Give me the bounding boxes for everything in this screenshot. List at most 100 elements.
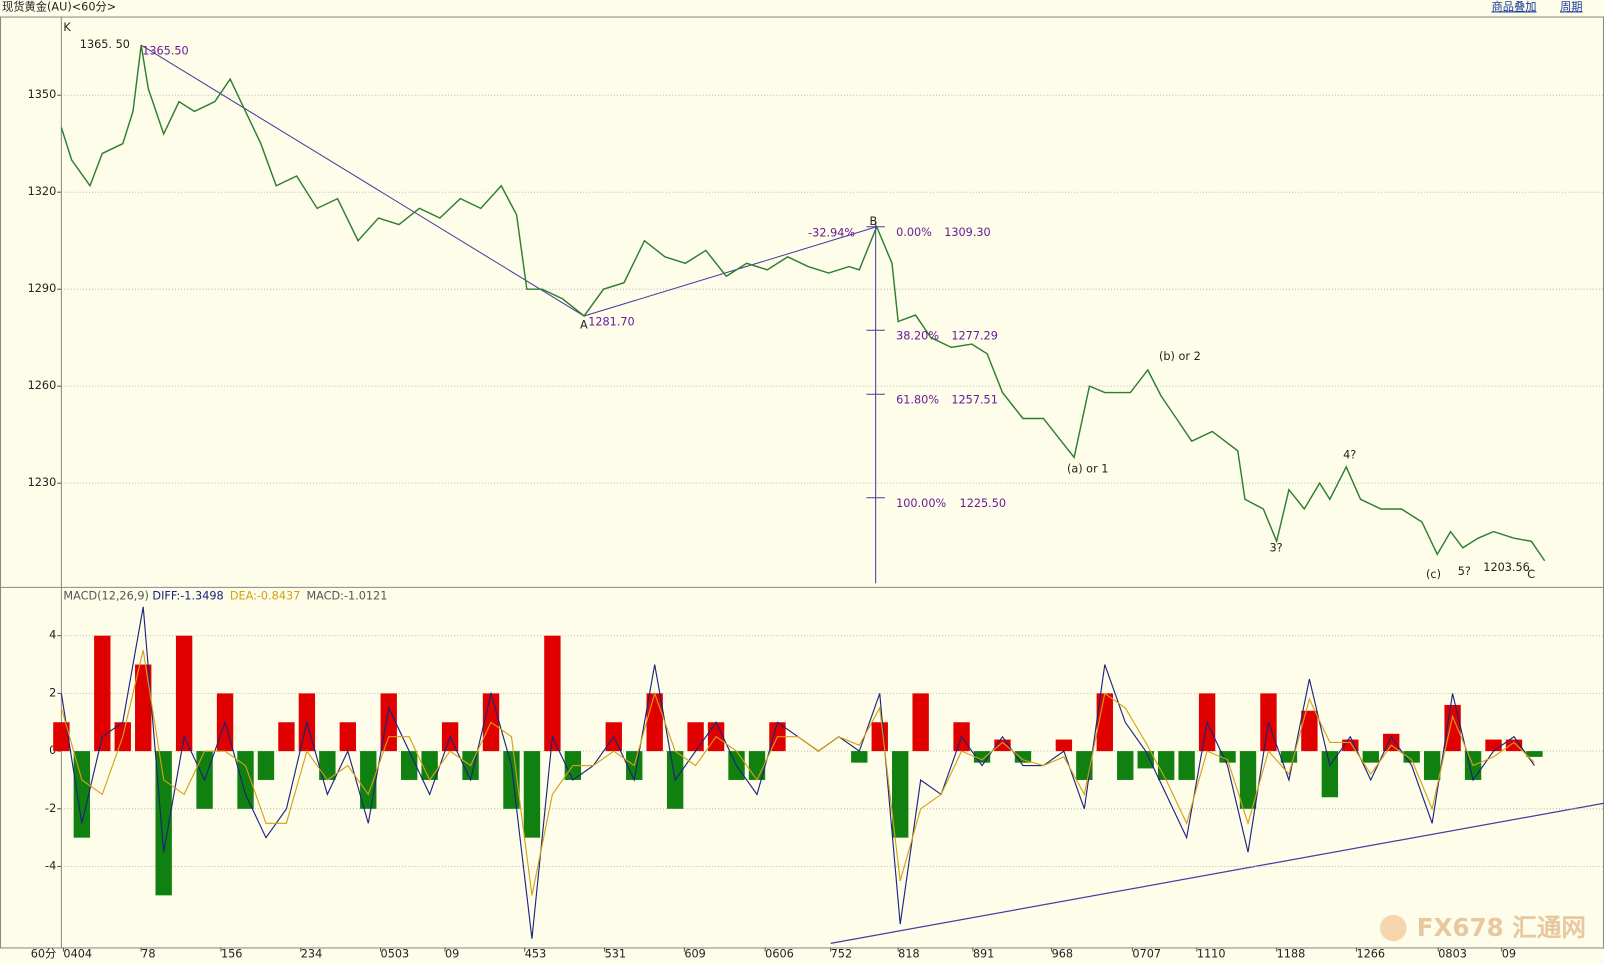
histogram-bar bbox=[1403, 751, 1420, 763]
annotation: -32.94% bbox=[808, 226, 855, 239]
fib-level: 0.00% bbox=[896, 226, 932, 239]
histogram-bar bbox=[1178, 751, 1195, 780]
watermark-logo bbox=[1379, 914, 1407, 942]
annotation: B bbox=[870, 215, 878, 228]
histogram-bar bbox=[1157, 751, 1175, 780]
histogram-bar bbox=[135, 664, 152, 752]
histogram-bar bbox=[892, 751, 909, 838]
period-link[interactable]: 周期 bbox=[1560, 0, 1583, 13]
histogram-bar bbox=[1526, 751, 1543, 757]
histogram-bar bbox=[1423, 751, 1441, 780]
x-tick-label: 1188 bbox=[1277, 948, 1306, 961]
histogram-bar bbox=[912, 693, 929, 752]
histogram-bar bbox=[401, 751, 418, 780]
x-tick-label: 09 bbox=[1502, 948, 1516, 961]
y-tick-label: 1260 bbox=[28, 379, 57, 392]
y-tick-label: 0 bbox=[49, 744, 56, 757]
x-tick-label: 0503 bbox=[381, 948, 410, 961]
histogram-bar bbox=[1362, 751, 1379, 763]
x-tick-label: 531 bbox=[605, 948, 626, 961]
histogram-bar bbox=[175, 635, 193, 752]
histogram-bar bbox=[278, 722, 295, 752]
fib-value: 1277.29 bbox=[951, 329, 998, 342]
x-tick-label: 0404 bbox=[63, 948, 92, 961]
histogram-bar bbox=[748, 751, 766, 780]
histogram-bar bbox=[155, 751, 172, 896]
y-tick-label: 1320 bbox=[28, 185, 57, 198]
annotation: 1365.50 bbox=[142, 44, 189, 57]
histogram-bar bbox=[1280, 751, 1298, 763]
histogram-bar bbox=[851, 751, 868, 763]
x-tick-label: 0606 bbox=[765, 948, 794, 961]
histogram-bar bbox=[1239, 751, 1257, 809]
annotation: 1281.70 bbox=[588, 315, 635, 328]
panel-label: K bbox=[63, 21, 71, 34]
x-tick-label: 1110 bbox=[1197, 948, 1226, 961]
annotation: (a) or 1 bbox=[1067, 463, 1109, 476]
fib-level: 100.00% bbox=[896, 497, 946, 510]
trendline bbox=[583, 226, 877, 317]
histogram-bar bbox=[1014, 751, 1032, 763]
y-tick-label: 4 bbox=[49, 629, 56, 642]
annotation: (b) or 2 bbox=[1159, 350, 1201, 363]
histogram-bar bbox=[1096, 693, 1113, 752]
annotation: A bbox=[580, 318, 588, 331]
histogram-bar bbox=[1301, 710, 1318, 752]
indicator-label: MACD(12,26,9) bbox=[63, 590, 148, 603]
watermark: FX678 汇通网 bbox=[1417, 913, 1586, 942]
y-tick-label: -2 bbox=[45, 802, 56, 815]
y-tick-label: 1290 bbox=[28, 282, 57, 295]
histogram-bar bbox=[973, 751, 991, 763]
y-tick-label: -4 bbox=[45, 860, 56, 873]
annotation: 4? bbox=[1343, 448, 1356, 461]
x-tick-label: 78 bbox=[141, 948, 155, 961]
histogram-bar bbox=[544, 635, 561, 752]
x-tick-label: 0707 bbox=[1132, 948, 1161, 961]
y-tick-label: 1350 bbox=[28, 88, 57, 101]
x-tick-label: 968 bbox=[1052, 948, 1073, 961]
annotation: C bbox=[1527, 568, 1535, 581]
frame bbox=[0, 16, 1604, 949]
histogram-bar bbox=[1321, 751, 1339, 798]
fib-value: 1225.50 bbox=[960, 497, 1007, 510]
annotation: (c) bbox=[1426, 568, 1441, 581]
x-tick-label: 609 bbox=[684, 948, 705, 961]
histogram-bar bbox=[1485, 739, 1502, 752]
histogram-bar bbox=[339, 722, 356, 752]
histogram-bar bbox=[319, 751, 336, 780]
histogram-bar bbox=[94, 635, 111, 752]
x-tick-label: 156 bbox=[221, 948, 242, 961]
histogram-bar bbox=[1383, 733, 1400, 752]
macd-line bbox=[60, 650, 1535, 896]
x-tick-label: 818 bbox=[898, 948, 919, 961]
x-tick-label: 0803 bbox=[1438, 948, 1467, 961]
histogram-bar bbox=[1505, 739, 1523, 752]
period-label: 60分 bbox=[31, 948, 57, 961]
histogram-bar bbox=[1117, 751, 1134, 780]
histogram-bar bbox=[73, 751, 91, 838]
histogram-bar bbox=[257, 751, 275, 780]
annotation: 5? bbox=[1458, 565, 1471, 578]
x-tick-label: 1266 bbox=[1356, 948, 1385, 961]
legend-entry: MACD:-1.0121 bbox=[306, 590, 387, 603]
histogram-bar bbox=[360, 751, 377, 809]
x-tick-label: 453 bbox=[525, 948, 546, 961]
histogram-bar bbox=[687, 722, 704, 752]
chart-title: 现货黄金(AU)<60分> bbox=[2, 0, 116, 13]
y-tick-label: 1230 bbox=[28, 476, 57, 489]
fib-level: 38.20% bbox=[896, 329, 939, 342]
x-tick-label: 09 bbox=[445, 948, 459, 961]
overlay-link[interactable]: 商品叠加 bbox=[1491, 0, 1536, 13]
fib-value: 1309.30 bbox=[944, 226, 991, 239]
histogram-bar bbox=[646, 693, 663, 752]
histogram-bar bbox=[871, 722, 888, 752]
histogram-bar bbox=[994, 739, 1011, 752]
histogram-bar bbox=[523, 751, 541, 838]
legend-entry: DIFF:-1.3498 bbox=[152, 590, 223, 603]
histogram-bar bbox=[1219, 751, 1236, 763]
fib-value: 1257.51 bbox=[951, 393, 998, 406]
price-line bbox=[60, 44, 1546, 562]
histogram-bar bbox=[421, 751, 438, 780]
